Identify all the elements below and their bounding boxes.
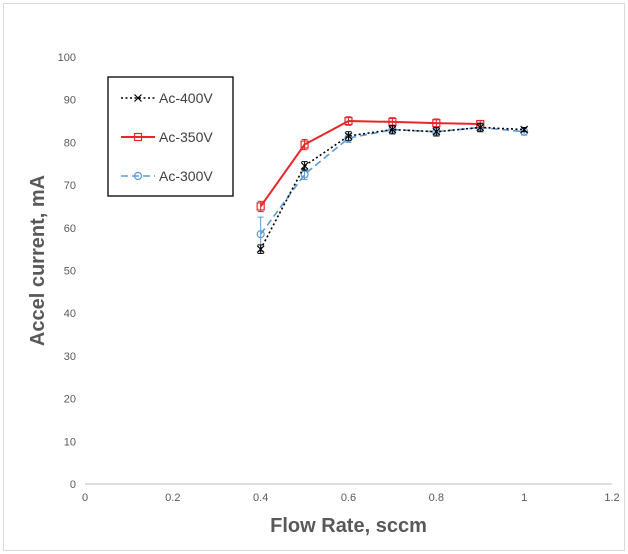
legend-swatch-marker — [133, 171, 143, 181]
x-tick-label: 0.4 — [253, 492, 268, 504]
marker-stroke — [256, 245, 265, 254]
data-point — [300, 140, 309, 149]
y-tick-label: 10 — [64, 436, 76, 448]
marker-stroke — [432, 127, 441, 136]
y-tick-label: 90 — [64, 95, 76, 107]
x-tick-label: 0 — [82, 492, 88, 504]
chart-frame — [3, 3, 625, 551]
marker-stroke — [476, 123, 485, 132]
y-tick-label: 80 — [64, 137, 76, 149]
x-tick-label: 1.2 — [604, 492, 619, 504]
data-point — [344, 116, 353, 126]
legend-label: Ac-300V — [159, 168, 213, 184]
series-line — [259, 126, 525, 250]
series-line — [259, 120, 481, 208]
legend-entry: Ac-300V — [121, 168, 213, 184]
legend-label: Ac-350V — [159, 129, 213, 145]
data-point — [256, 230, 265, 239]
data-point — [256, 202, 265, 211]
x-tick-label: 0.6 — [341, 492, 356, 504]
data-point — [432, 119, 441, 128]
legend-entry: Ac-350V — [121, 129, 213, 145]
y-tick-label: 70 — [64, 180, 76, 192]
data-point — [476, 123, 485, 132]
series-layer — [256, 116, 529, 254]
series-ac-300v — [256, 123, 529, 252]
y-tick-label: 30 — [64, 351, 76, 363]
x-tick-label: 0.8 — [429, 492, 444, 504]
marker-stroke — [520, 125, 529, 134]
legend: Ac-400V Ac-350V Ac-300V — [107, 76, 234, 197]
legend-label: Ac-400V — [159, 90, 213, 106]
marker-stroke — [388, 125, 397, 134]
marker-stroke — [134, 94, 142, 102]
data-point — [388, 125, 397, 134]
data-point — [344, 132, 353, 140]
data-point — [432, 127, 441, 136]
y-tick-label: 100 — [58, 52, 76, 64]
data-point — [520, 125, 529, 134]
marker-stroke — [300, 161, 309, 170]
y-tick-label: 50 — [64, 266, 76, 278]
data-point — [256, 245, 265, 254]
y-tick-label: 20 — [64, 394, 76, 406]
data-point — [300, 161, 309, 170]
y-axis-ticks: 0 10 20 30 40 50 60 70 80 90 100 — [58, 52, 76, 491]
x-axis-ticks: 0 0.2 0.4 0.6 0.8 1 1.2 — [82, 492, 620, 504]
y-tick-label: 60 — [64, 223, 76, 235]
legend-swatch-marker — [133, 132, 143, 142]
y-axis-title: Accel current, mA — [27, 175, 49, 346]
y-tick-label: 40 — [64, 308, 76, 320]
marker-stroke — [344, 132, 353, 140]
legend-swatch-marker — [134, 94, 142, 102]
x-tick-label: 1 — [521, 492, 527, 504]
series-line — [260, 126, 525, 235]
data-point — [300, 170, 309, 179]
x-tick-label: 0.2 — [165, 492, 180, 504]
legend-entry: Ac-400V — [121, 90, 213, 106]
y-tick-label: 0 — [70, 479, 76, 491]
x-axis-title: Flow Rate, sccm — [270, 515, 427, 537]
series-ac-400v — [256, 122, 529, 254]
